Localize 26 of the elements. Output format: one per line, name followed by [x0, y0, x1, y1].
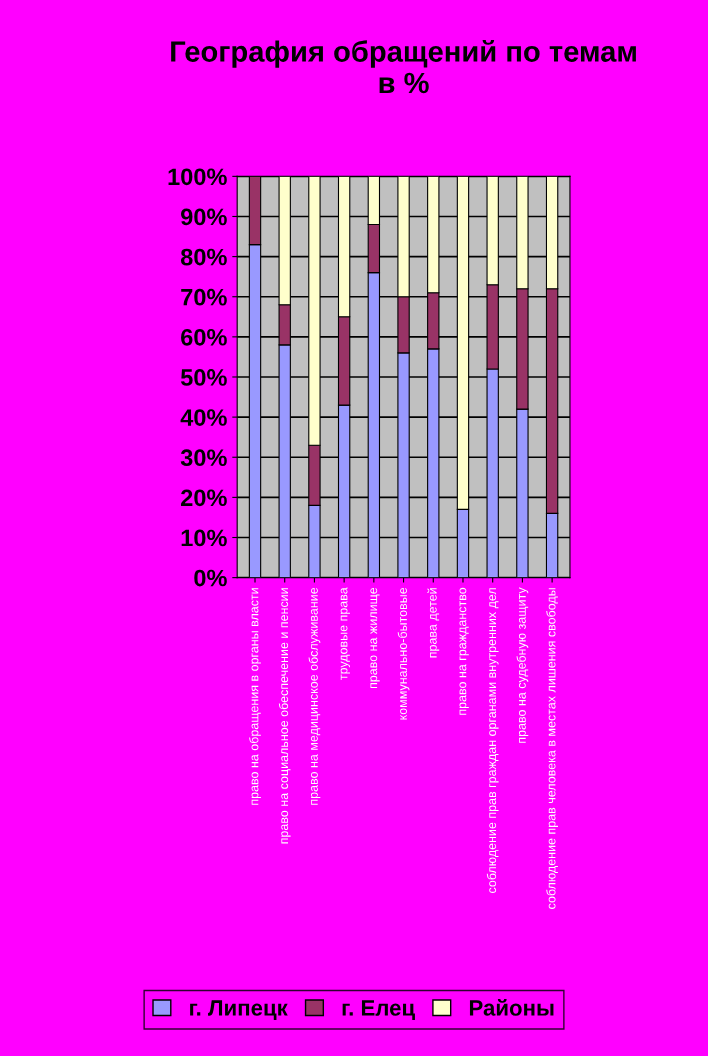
y-tick-label: 90% — [181, 208, 227, 226]
y-tick-label: 10% — [181, 529, 227, 547]
y-tick-label: 100% — [168, 168, 227, 186]
x-tick-label: право на социальное обеспечение и пенсии — [278, 588, 291, 844]
x-tick-label: трудовые права — [340, 587, 350, 680]
x-tick-label: соблюдение прав человека в местах лишения свободы — [546, 588, 558, 909]
legend-label: Районы — [469, 999, 554, 1016]
chart-title: География обращений по темам в % — [171, 39, 636, 94]
x-tick-label: право на гражданство — [459, 587, 469, 715]
y-tick-label: 40% — [180, 409, 227, 426]
y-tick-label: 30% — [180, 449, 227, 467]
x-tick-label: соблюдение прав граждан органами внутренних дел — [486, 588, 499, 894]
y-tick-label: 70% — [181, 288, 227, 306]
legend-label: г. Липецк — [190, 1000, 288, 1020]
x-tick-label: право на обращения в органы власти — [249, 588, 261, 805]
y-tick-label: 20% — [181, 489, 227, 507]
x-tick-label: право на медицинское обслуживание — [308, 587, 321, 805]
y-tick-label: 60% — [181, 328, 227, 346]
x-tick-label: коммунально-бытовые — [397, 587, 410, 720]
legend-label: г. Елец — [342, 1000, 415, 1020]
y-tick-label: 80% — [180, 248, 227, 266]
x-tick-label: право на жилище — [370, 587, 380, 689]
y-tick-label: 0% — [194, 569, 227, 587]
x-tick-label: право на судебную защиту — [516, 587, 529, 743]
y-tick-label: 50% — [180, 369, 227, 386]
x-tick-label: права детей — [427, 588, 440, 658]
